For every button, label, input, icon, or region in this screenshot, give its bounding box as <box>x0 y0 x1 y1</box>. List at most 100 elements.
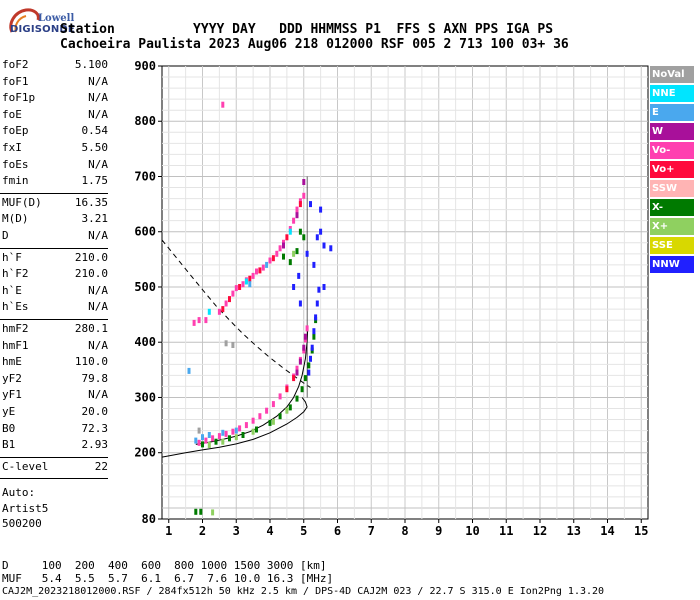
param-row-hes: h`Es N/A <box>2 300 108 316</box>
echo-point-vominus <box>258 413 262 420</box>
echo-point-xminus <box>199 508 203 515</box>
echo-point-nnw <box>314 314 318 321</box>
legend-item-vominus: Vo- <box>650 142 694 159</box>
echo-point-vominus <box>251 417 255 424</box>
param-value: 22 <box>94 459 108 473</box>
echo-point-vominus <box>275 250 279 257</box>
param-value: 210.0 <box>74 267 108 281</box>
echo-point-e <box>207 432 211 438</box>
echo-point-xminus <box>241 432 245 438</box>
echo-point-voplus <box>292 375 296 382</box>
echo-point-voplus <box>298 201 302 208</box>
param-value: 20.0 <box>81 405 109 418</box>
echo-point-vominus <box>197 317 201 324</box>
x-tick-label: 12 <box>533 524 547 538</box>
param-row-b0: B0 72.3 <box>2 422 108 438</box>
echo-point-xminus <box>295 395 299 402</box>
param-row-fof2: foF2 5.100 <box>2 58 108 74</box>
header-line-2: Cachoeira Paulista 2023 Aug06 218 012000… <box>60 37 569 52</box>
logo-swirl-icon <box>9 8 40 33</box>
param-value: 110.0 <box>74 355 108 369</box>
echo-point-nnw <box>315 234 319 241</box>
x-tick-label: 4 <box>266 524 273 538</box>
echo-point-vominus <box>305 325 309 332</box>
param-value: N/A <box>88 388 108 402</box>
echo-point-xminus <box>282 253 285 260</box>
param-key: yF1 <box>2 388 22 402</box>
echo-point-w <box>302 179 306 185</box>
param-value: 3.21 <box>81 212 109 226</box>
brand-digisonde: DIGISONDE <box>10 24 75 35</box>
echo-point-vominus <box>302 192 306 199</box>
echo-point-xminus <box>214 438 218 445</box>
legend-item-nne: NNE <box>650 85 694 102</box>
param-row-d: D N/A <box>2 229 108 245</box>
echo-point-xminus <box>300 386 304 393</box>
echo-point-w <box>302 344 306 351</box>
param-row-mufd: MUF(D) 16.35 <box>2 196 108 212</box>
echo-point-xplus <box>234 434 238 441</box>
echo-point-vominus <box>197 439 201 446</box>
echo-point-xplus <box>211 509 215 516</box>
echo-point-xminus <box>312 333 316 340</box>
param-row-hmf1: hmF1 N/A <box>2 339 108 355</box>
echo-point-vominus <box>231 290 235 297</box>
echo-point-noval <box>231 342 235 348</box>
legend-item-xminus: X- <box>650 199 694 216</box>
echo-point-nnw <box>315 300 319 307</box>
echo-point-w <box>295 369 299 376</box>
param-key: yE <box>2 405 16 418</box>
echo-point-nnw <box>298 300 302 307</box>
separator <box>0 192 108 194</box>
echo-point-nne <box>288 228 292 235</box>
echo-point-xminus <box>302 234 306 241</box>
y-tick-label: 80 <box>142 512 156 526</box>
param-row-clevel: C-level 22 <box>2 460 108 476</box>
echo-point-voplus <box>228 296 231 303</box>
x-tick-label: 9 <box>435 524 442 538</box>
param-key: foEp <box>2 124 29 138</box>
curve-fit <box>195 325 309 445</box>
param-key: fmin <box>2 174 29 188</box>
param-key: D <box>2 229 9 242</box>
echo-point-xminus <box>268 419 272 426</box>
param-value: 16.35 <box>74 195 108 209</box>
echo-point-e <box>221 429 225 436</box>
param-row-he: h`E N/A <box>2 284 108 300</box>
param-row-hf2: h`F2 210.0 <box>2 267 108 283</box>
muf-row: MUF 5.4 5.5 5.7 6.1 6.7 7.6 10.0 16.3 [M… <box>2 572 334 585</box>
x-tick-label: 13 <box>567 524 581 538</box>
echo-point-e <box>248 281 252 288</box>
param-value: 5.50 <box>81 141 109 154</box>
legend-item-sse: SSE <box>650 237 694 254</box>
x-tick-label: 10 <box>465 524 479 538</box>
echo-point-vominus <box>234 285 238 292</box>
param-key: foF1p <box>2 91 36 105</box>
echo-point-nnw <box>329 245 333 252</box>
echo-point-nnw <box>307 369 311 376</box>
echo-point-w <box>298 358 302 365</box>
echo-point-e <box>187 367 191 374</box>
echo-point-xplus <box>285 407 289 414</box>
echo-point-xminus <box>278 413 282 420</box>
y-tick-label: 300 <box>134 390 156 404</box>
echo-point-voplus <box>285 234 289 241</box>
param-value: N/A <box>88 74 108 88</box>
distance-row: D 100 200 400 600 800 1000 1500 3000 [km… <box>2 559 327 572</box>
echo-point-xplus <box>292 250 296 257</box>
separator <box>0 456 108 458</box>
legend-item-xplus: X+ <box>650 218 694 235</box>
echo-point-vominus <box>251 272 255 279</box>
echo-point-vominus <box>295 206 299 213</box>
echo-point-noval <box>197 427 201 434</box>
echo-point-e <box>265 261 269 268</box>
y-tick-label: 700 <box>134 169 156 183</box>
y-tick-label: 200 <box>134 446 156 460</box>
echo-point-noval <box>224 340 228 347</box>
echo-point-vominus <box>278 393 282 400</box>
echo-point-xplus <box>221 438 225 445</box>
auto-scaling-line: 500200 <box>2 517 42 531</box>
echo-point-vominus <box>192 319 196 326</box>
echo-point-nne <box>207 308 211 315</box>
